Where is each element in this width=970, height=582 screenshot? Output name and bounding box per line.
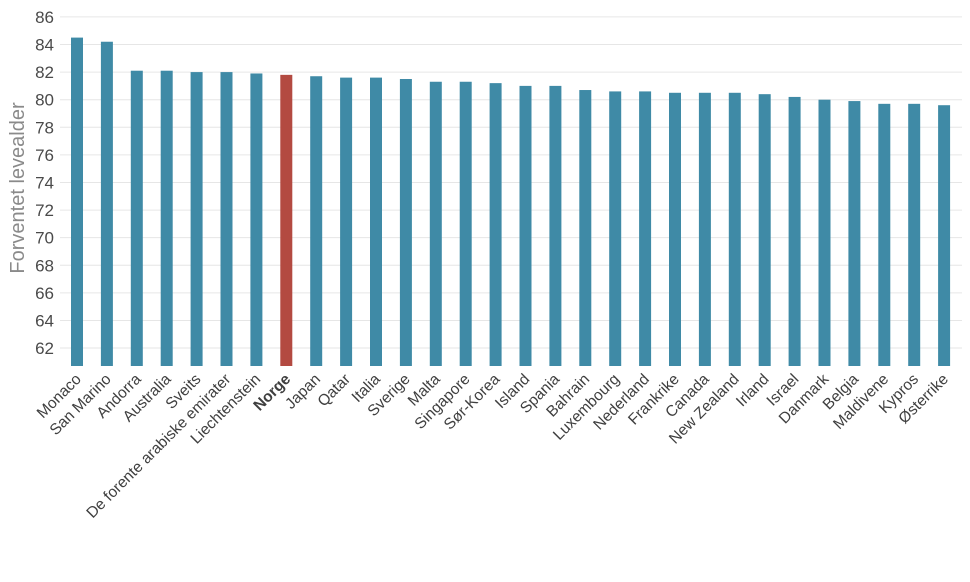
bar-2 [130,70,143,366]
bar-24 [788,96,801,366]
bar-0 [71,37,83,367]
bar-8 [310,76,323,367]
y-axis-ticks: 62 64 66 68 70 72 74 76 78 80 82 84 86 [35,8,54,358]
y-tick-label: 86 [35,8,54,27]
bar-4 [190,72,203,367]
y-tick-label: 74 [35,173,54,192]
x-tick-label: Qatar [314,371,353,410]
bar-26 [848,101,861,367]
y-tick-label: 66 [35,284,54,303]
bar-10 [370,77,382,367]
bar-18 [609,91,622,366]
grid-layer [60,16,962,349]
bar-17 [579,90,592,366]
bar-27 [878,103,891,366]
x-tick-label: Irland [733,371,772,410]
y-tick-label: 64 [35,311,54,330]
bar-3 [160,70,173,366]
bar-21 [698,92,711,366]
bar-29 [938,105,951,367]
bars [71,37,951,367]
y-tick-label: 80 [35,91,54,110]
y-tick-label: 70 [35,229,54,248]
bar-13 [459,81,472,366]
bar-1 [100,41,113,366]
y-tick-label: 84 [35,35,54,54]
bar-22 [728,92,741,366]
bar-7 [280,74,293,366]
bar-11 [399,78,412,366]
x-tick-label: Japan [282,371,324,413]
bar-12 [429,81,442,366]
y-tick-label: 76 [35,146,54,165]
y-tick-label: 68 [35,256,54,275]
bar-14 [489,83,502,367]
bar-28 [908,103,921,366]
bar-23 [758,94,771,367]
y-tick-label: 72 [35,201,54,220]
bar-25 [818,99,831,366]
bar-6 [250,73,263,366]
bar-15 [519,85,532,366]
y-tick-label: 82 [35,63,54,82]
bar-16 [549,85,562,366]
bar-9 [340,77,353,367]
bar-19 [639,91,652,366]
bar-20 [669,92,681,366]
y-tick-label: 78 [35,118,54,137]
y-axis-label: Forventet levealder [7,102,29,274]
y-tick-label: 62 [35,339,54,358]
bar-5 [220,72,233,367]
